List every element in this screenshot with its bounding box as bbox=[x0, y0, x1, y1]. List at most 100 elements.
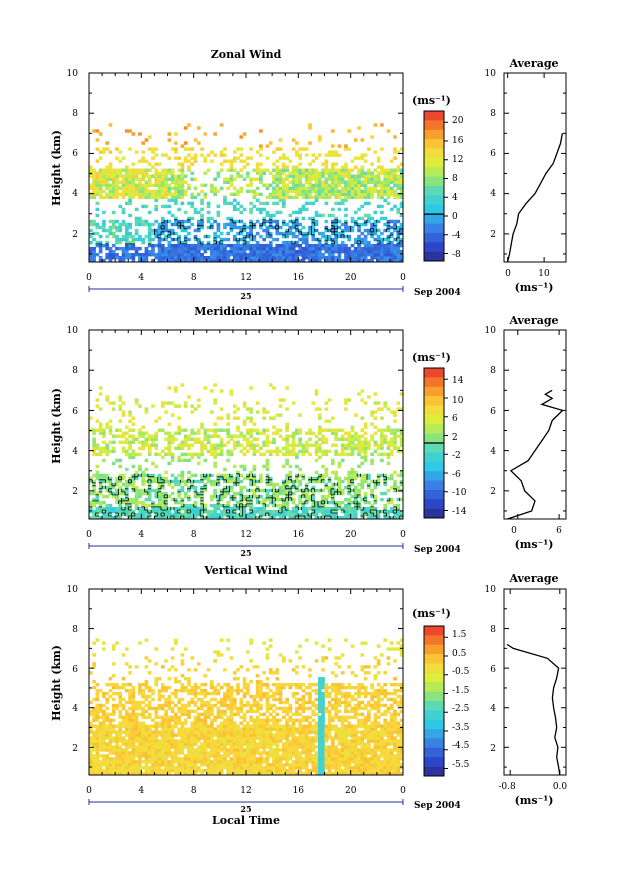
heatmap-cell bbox=[285, 174, 289, 178]
heatmap-cell bbox=[128, 171, 132, 175]
heatmap-cell bbox=[353, 503, 358, 508]
heatmap-cell bbox=[141, 760, 145, 764]
heatmap-cell bbox=[144, 742, 149, 746]
heatmap-cell bbox=[314, 177, 319, 181]
heatmap-cell bbox=[89, 246, 93, 251]
heatmap-cell bbox=[389, 249, 394, 254]
heatmap-cell bbox=[272, 189, 276, 194]
heatmap-cell bbox=[334, 476, 338, 481]
heatmap-cell bbox=[232, 246, 237, 251]
heatmap-cell bbox=[242, 515, 247, 519]
heatmap-cell bbox=[298, 467, 302, 472]
heatmap-cell bbox=[102, 195, 106, 200]
heatmap-cell bbox=[151, 706, 155, 711]
heatmap-cell bbox=[275, 509, 280, 514]
heatmap-cell bbox=[105, 515, 110, 519]
heatmap-cell bbox=[160, 404, 165, 408]
heatmap-cell bbox=[350, 219, 355, 224]
heatmap-cell bbox=[118, 479, 123, 484]
heatmap-cell bbox=[298, 207, 302, 212]
heatmap-cell bbox=[321, 189, 325, 194]
heatmap-cell bbox=[249, 386, 253, 390]
heatmap-cell bbox=[174, 751, 178, 755]
heatmap-cell bbox=[259, 225, 263, 230]
heatmap-cell bbox=[108, 246, 113, 251]
heatmap-cell bbox=[144, 497, 149, 502]
heatmap-cell bbox=[249, 183, 253, 188]
heatmap-cell bbox=[272, 186, 276, 191]
heatmap-cell bbox=[259, 479, 263, 484]
heatmap-cell bbox=[180, 246, 185, 251]
heatmap-cell bbox=[232, 237, 237, 242]
heatmap-cell bbox=[285, 437, 289, 441]
heatmap-cell bbox=[396, 195, 401, 200]
heatmap-cell bbox=[167, 243, 172, 248]
heatmap-cell bbox=[180, 751, 185, 755]
heatmap-cell bbox=[124, 437, 129, 441]
heatmap-cell bbox=[295, 512, 299, 517]
heatmap-cell bbox=[249, 255, 253, 260]
heatmap-cell bbox=[154, 491, 159, 496]
heatmap-cell bbox=[98, 243, 103, 248]
heatmap-cell bbox=[105, 503, 110, 508]
heatmap-cell bbox=[196, 712, 201, 717]
heatmap-cell bbox=[108, 748, 113, 752]
heatmap-cell bbox=[321, 476, 325, 481]
heatmap-cell bbox=[138, 745, 142, 749]
heatmap-cell bbox=[144, 739, 149, 743]
heatmap-cell bbox=[389, 500, 394, 505]
heatmap-cell bbox=[223, 198, 227, 203]
heatmap-cell bbox=[219, 168, 224, 172]
heatmap-cell bbox=[196, 126, 201, 130]
heatmap-cell bbox=[317, 443, 322, 448]
heatmap-cell bbox=[327, 246, 332, 251]
heatmap-cell bbox=[190, 195, 195, 200]
heatmap-cell bbox=[170, 192, 175, 197]
heatmap-cell bbox=[196, 715, 201, 720]
heatmap-cell bbox=[134, 222, 139, 227]
heatmap-cell bbox=[180, 703, 185, 708]
heatmap-cell bbox=[105, 240, 110, 245]
heatmap-cell bbox=[226, 476, 231, 481]
heatmap-cell bbox=[275, 219, 280, 224]
heatmap-cell bbox=[128, 724, 132, 728]
heatmap-cell bbox=[174, 688, 178, 693]
heatmap-cell bbox=[363, 446, 368, 451]
heatmap-cell bbox=[141, 509, 145, 514]
heatmap-cell bbox=[219, 240, 224, 245]
heatmap-cell bbox=[386, 515, 391, 519]
heatmap-cell bbox=[206, 246, 211, 251]
heatmap-cell bbox=[196, 240, 201, 245]
heatmap-cell bbox=[232, 503, 237, 508]
heatmap-cell bbox=[363, 509, 368, 514]
heatmap-cell bbox=[174, 243, 178, 248]
heatmap-cell bbox=[278, 156, 283, 160]
heatmap-cell bbox=[367, 485, 371, 490]
heatmap-cell bbox=[291, 252, 296, 257]
heatmap-cell bbox=[89, 515, 93, 519]
meridional-y-tick-labels: 2 4 6 8 10 bbox=[67, 326, 79, 497]
heatmap-cell bbox=[203, 506, 208, 511]
heatmap-cell bbox=[98, 739, 103, 743]
heatmap-cell bbox=[229, 392, 234, 396]
heatmap-cell bbox=[350, 482, 355, 487]
heatmap-cell bbox=[249, 482, 253, 487]
heatmap-cell bbox=[115, 763, 119, 767]
heatmap-cell bbox=[380, 186, 384, 191]
heatmap-cell bbox=[360, 440, 365, 445]
heatmap-cell bbox=[203, 733, 208, 737]
heatmap-cell bbox=[147, 228, 152, 233]
heatmap-cell bbox=[301, 494, 306, 499]
heatmap-cell bbox=[144, 733, 149, 737]
heatmap-cell bbox=[108, 688, 113, 693]
heatmap-cell bbox=[242, 228, 247, 233]
heatmap-cell bbox=[389, 240, 394, 245]
heatmap-cell bbox=[167, 727, 172, 731]
heatmap-cell bbox=[389, 440, 394, 445]
heatmap-cell bbox=[321, 186, 325, 191]
heatmap-cell bbox=[193, 668, 198, 672]
heatmap-cell bbox=[236, 147, 240, 151]
heatmap-cell bbox=[141, 712, 145, 717]
heatmap-cell bbox=[98, 703, 103, 708]
heatmap-cell bbox=[89, 772, 93, 775]
